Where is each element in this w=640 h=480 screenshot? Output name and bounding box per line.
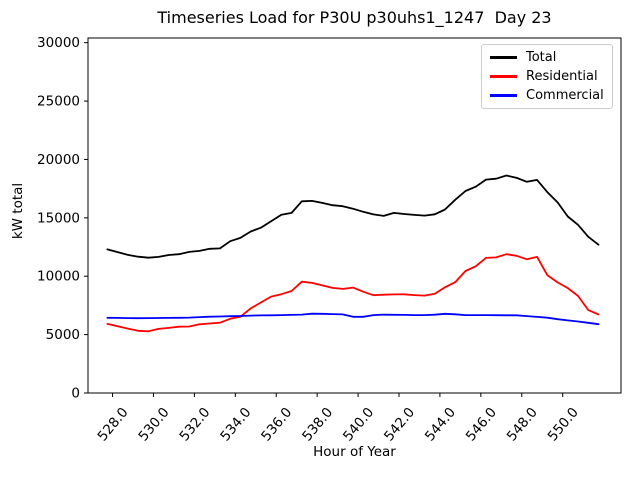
legend: Total Residential Commercial (481, 44, 613, 109)
x-tick-label: 530.0 (135, 405, 172, 445)
y-tick-label: 20000 (37, 152, 80, 168)
x-axis-label: Hour of Year (313, 444, 396, 460)
series-line-total (106, 174, 600, 259)
x-tick-label: 544.0 (422, 405, 459, 445)
x-tick-label: 540.0 (340, 405, 377, 445)
x-tick-label: 542.0 (381, 405, 418, 445)
y-tick-label: 25000 (37, 94, 80, 110)
series-line-residential (106, 253, 600, 333)
x-tick-label: 532.0 (176, 405, 213, 445)
total-line-sample (490, 56, 517, 59)
residential-line-sample (490, 75, 517, 78)
series-line-commercial (106, 312, 600, 326)
y-tick-label: 30000 (37, 35, 80, 51)
axes-spines (87, 37, 622, 394)
y-tick-label: 15000 (37, 210, 80, 226)
x-tick-label: 546.0 (463, 405, 500, 445)
y-tick-label: 5000 (46, 327, 80, 343)
legend-item-commercial: Commercial (482, 89, 612, 102)
x-tick-label: 528.0 (95, 405, 132, 445)
commercial-line-sample (490, 94, 517, 97)
legend-item-total: Total (482, 51, 612, 64)
x-tick-label: 534.0 (217, 405, 254, 445)
y-tick-label: 0 (71, 386, 80, 402)
y-tick-label: 10000 (37, 269, 80, 285)
legend-label-commercial: Commercial (526, 88, 604, 103)
x-tick-label: 538.0 (299, 405, 336, 445)
y-axis-label: kW total (10, 182, 26, 240)
legend-label-residential: Residential (526, 69, 598, 84)
legend-item-residential: Residential (482, 70, 612, 83)
x-tick-label: 548.0 (504, 405, 541, 445)
chart-title: Timeseries Load for P30U p30uhs1_1247 Da… (157, 8, 552, 27)
x-tick-label: 550.0 (545, 405, 582, 445)
legend-label-total: Total (526, 50, 557, 65)
x-tick-label: 536.0 (258, 405, 295, 445)
